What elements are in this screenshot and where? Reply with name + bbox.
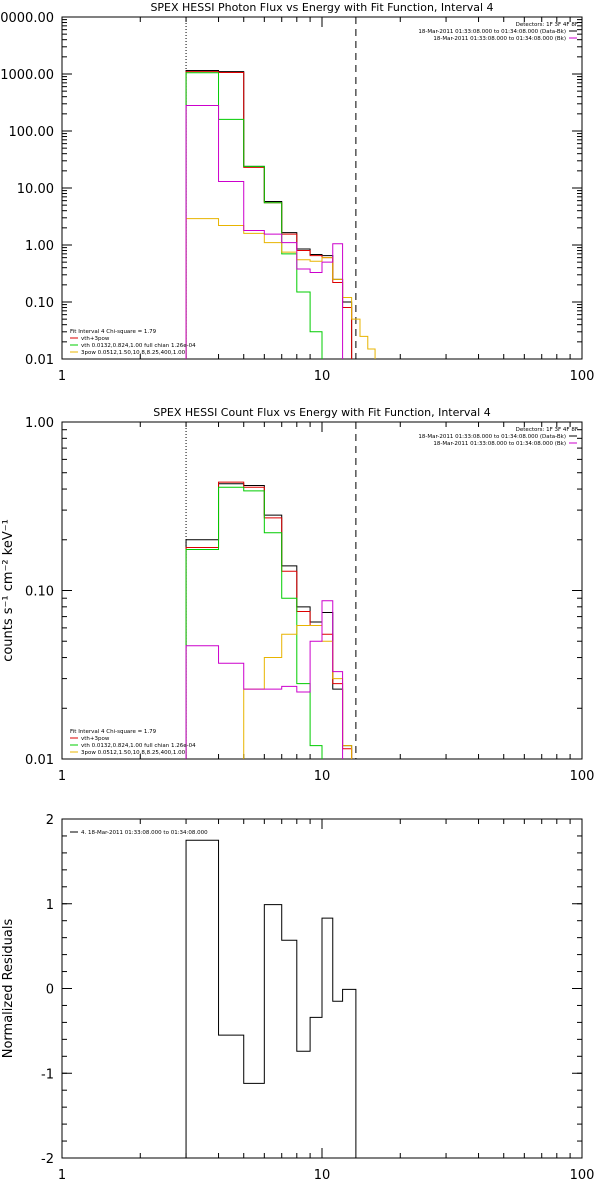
photon-legend-bottom-entry: 3pow 0.0512,1.50,10.8,8.25,400,1.00 (81, 350, 186, 356)
count-series-3 (243, 624, 353, 759)
count-ylabel: counts s⁻¹ cm⁻² keV⁻¹ (1, 519, 16, 662)
count-legend-top-entry: 18-Mar-2011 01:33:08.000 to 01:34:08.000… (433, 441, 566, 447)
residuals-series-0 (185, 839, 357, 1158)
count-fit-label: Fit Interval 4 Chi-square = 1.79 (70, 729, 157, 735)
photon-y-tick-label: 10.00 (17, 182, 54, 197)
residuals-y-tick-label: 1 (46, 898, 54, 913)
residuals-x-tick-label: 100 (570, 1168, 595, 1183)
residuals-x-tick-label: 10 (314, 1168, 331, 1183)
photon-x-tick-label: 100 (570, 369, 595, 384)
count-series-4 (185, 600, 344, 759)
photon-y-tick-label: 1.00 (25, 239, 54, 254)
photon-legend-top-entry: 18-Mar-2011 01:33:08.000 to 01:34:08.000… (433, 36, 566, 42)
residuals-y-tick-label: 0 (46, 983, 54, 998)
photon-series-1 (185, 71, 353, 359)
residuals-y-tick-label: 2 (46, 813, 54, 828)
photon-plot-frame (61, 16, 583, 360)
photon-x-tick-label: 1 (58, 369, 66, 384)
photon-detectors-label: Detectors: 1F 3F 4F 8F (516, 22, 578, 28)
count-legend-top-entry: 18-Mar-2011 01:33:08.000 to 01:34:08.000… (418, 434, 566, 440)
residuals-series-group (185, 839, 357, 1158)
photon-y-tick-label: 0.01 (25, 353, 54, 368)
photon-series-group (185, 70, 376, 359)
count-series-1 (185, 481, 353, 759)
residuals-y-tick-label: -1 (41, 1067, 54, 1082)
count-legend-bottom-entry: vth 0.0132,0.824,1.00 full chian 1.26e-0… (81, 743, 196, 749)
photon-series-2 (185, 72, 323, 359)
photon-series-4 (185, 105, 344, 359)
count-series-2 (185, 486, 323, 759)
photon-y-tick-label: 10000.00 (0, 11, 54, 26)
photon-y-tick-label: 1000.00 (0, 68, 54, 83)
count-x-tick-label: 1 (58, 769, 66, 784)
photon-legend-bottom-entry: vth+3pow (81, 336, 110, 342)
count-y-tick-label: 0.10 (25, 585, 54, 600)
count-legend-bottom-entry: vth+3pow (81, 736, 110, 742)
residuals-x-tick-label: 1 (58, 1168, 66, 1183)
residuals-y-tick-label: -2 (41, 1152, 54, 1167)
count-plot-frame (61, 421, 583, 760)
photon-legend-top-entry: 18-Mar-2011 01:33:08.000 to 01:34:08.000… (418, 29, 566, 35)
count-legend-bottom-entry: 3pow 0.0512,1.50,10.8,8.25,400,1.00 (81, 750, 186, 756)
residuals-panel: Normalized Residuals 1 10 100 -2 -1 0 1 2 4. 18-M… (1, 813, 595, 1183)
photon-y-tick-label: 0.10 (25, 296, 54, 311)
count-series-group (185, 481, 353, 759)
photon-legend-bottom-entry: vth 0.0132,0.824,1.00 full chian 1.26e-0… (81, 343, 196, 349)
photon-series-0 (185, 70, 353, 359)
count-title: SPEX HESSI Count Flux vs Energy with Fit… (153, 406, 490, 419)
count-x-tick-label: 100 (570, 769, 595, 784)
count-y-tick-label: 1.00 (25, 416, 54, 431)
count-x-tick-label: 10 (314, 769, 331, 784)
photon-flux-panel: SPEX HESSI Photon Flux vs Energy with Fi… (0, 1, 594, 384)
residuals-ylabel: Normalized Residuals (1, 919, 16, 1059)
photon-x-tick-label: 10 (314, 369, 331, 384)
count-y-tick-label: 0.01 (25, 753, 54, 768)
photon-title: SPEX HESSI Photon Flux vs Energy with Fi… (150, 1, 493, 14)
residuals-legend-entry: 4. 18-Mar-2011 01:33:08.000 to 01:34:08.… (81, 830, 208, 836)
count-flux-panel: SPEX HESSI Count Flux vs Energy with Fit… (1, 406, 595, 784)
count-detectors-label: Detectors: 1F 3F 4F 8F (516, 427, 578, 433)
photon-fit-label: Fit Interval 4 Chi-square = 1.79 (70, 329, 157, 335)
photon-y-tick-label: 100.00 (9, 125, 55, 140)
photon-series-3 (185, 218, 376, 359)
